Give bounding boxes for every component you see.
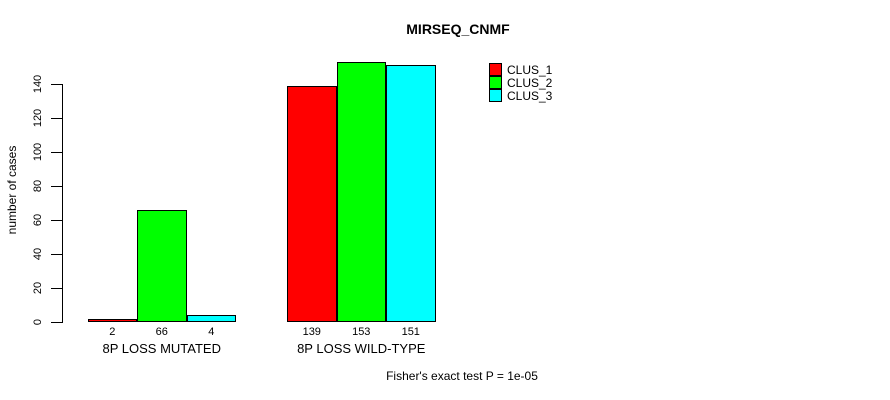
bar-value-label: 4 (208, 326, 215, 338)
y-axis-line (62, 84, 63, 323)
y-axis-label: number of cases (5, 145, 19, 235)
y-axis-tick (51, 288, 62, 289)
legend-label: CLUS_3 (507, 88, 553, 103)
y-axis-tick (51, 118, 62, 119)
legend-item-clus_3: CLUS_3 (489, 88, 553, 103)
y-axis-tick (51, 254, 62, 255)
chart-title: MIRSEQ_CNMF (406, 21, 510, 37)
y-axis-tick-label: 80 (32, 179, 44, 193)
legend-item-clus_1: CLUS_1 (489, 62, 553, 77)
legend-swatch-clus_1 (489, 63, 502, 76)
group-label: 8P LOSS WILD-TYPE (297, 341, 426, 356)
bar-clus_1-2 (287, 85, 337, 322)
legend-label: CLUS_2 (507, 75, 553, 90)
y-axis-tick (51, 220, 62, 221)
y-axis-tick-label: 140 (32, 74, 44, 94)
bar-clus_3-2 (386, 65, 436, 322)
bar-clus_2-2 (336, 61, 386, 322)
legend-swatch-clus_2 (489, 76, 502, 89)
y-axis-tick (51, 84, 62, 85)
y-axis-tick-label: 0 (32, 318, 44, 326)
bar-value-label: 153 (352, 326, 371, 338)
fisher-test-caption: Fisher's exact test P = 1e-05 (386, 369, 538, 383)
bar-clus_3-1 (186, 315, 236, 322)
legend-label: CLUS_1 (507, 62, 553, 77)
y-axis-tick-label: 100 (32, 142, 44, 162)
y-axis-tick (51, 186, 62, 187)
bar-value-label: 139 (302, 326, 321, 338)
bar-clus_1-1 (87, 318, 137, 322)
bar-value-label: 151 (401, 326, 420, 338)
legend-swatch-clus_3 (489, 89, 502, 102)
bar-value-label: 2 (109, 326, 116, 338)
y-axis-tick-label: 20 (32, 281, 44, 295)
bar-clus_2-1 (137, 209, 187, 322)
y-axis-tick-label: 40 (32, 247, 44, 261)
legend: CLUS_1 CLUS_2 CLUS_3 (489, 62, 553, 103)
y-axis-tick (51, 322, 62, 323)
bar-value-label: 66 (155, 326, 168, 338)
y-axis-tick (51, 152, 62, 153)
y-axis-tick-label: 60 (32, 213, 44, 227)
legend-item-clus_2: CLUS_2 (489, 75, 553, 90)
group-label: 8P LOSS MUTATED (102, 341, 221, 356)
y-axis-tick-label: 120 (32, 108, 44, 128)
